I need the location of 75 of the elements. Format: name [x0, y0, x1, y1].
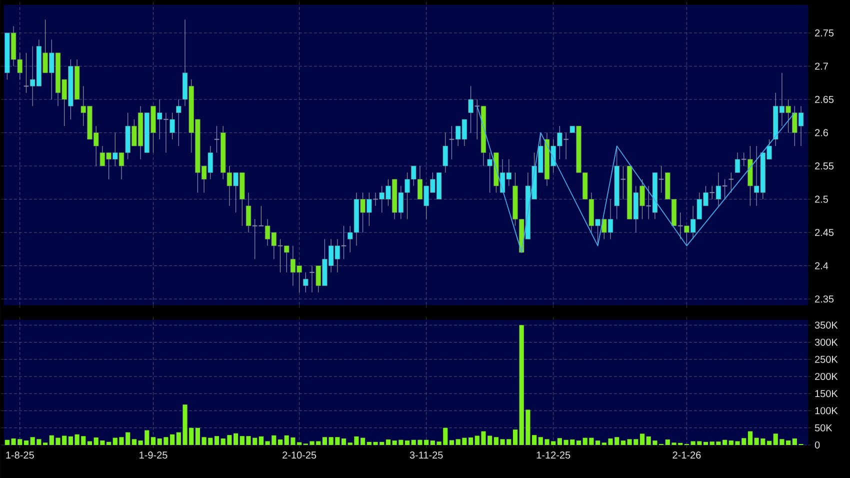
y-tick-label: 100K	[815, 407, 838, 414]
bar	[132, 439, 136, 445]
bar	[341, 438, 346, 445]
bar	[557, 438, 562, 445]
y-tick-label: 0	[814, 441, 820, 449]
y-tick-label: 2.75	[815, 29, 834, 36]
y-tick-label: 2.55	[815, 162, 834, 170]
bar	[106, 442, 112, 445]
candlestick	[563, 132, 569, 160]
candlestick	[646, 186, 652, 220]
y-tick-label: 2.4	[815, 262, 828, 270]
bar	[386, 440, 391, 445]
y-tick-label: 50K	[814, 424, 832, 432]
bar	[722, 440, 728, 445]
bar	[596, 440, 600, 445]
y-tick-label: 150K	[815, 390, 838, 398]
bar	[24, 440, 29, 445]
x-tick-label: 2-10-25	[282, 452, 316, 459]
candlestick	[214, 126, 220, 153]
candlestick	[303, 272, 308, 293]
bar	[322, 437, 328, 445]
bar	[786, 440, 791, 445]
candlestick	[722, 178, 728, 200]
candlestick	[658, 166, 664, 193]
bar	[87, 441, 92, 445]
candlestick	[372, 192, 378, 206]
bar	[468, 437, 474, 445]
y-tick-label: 2.35	[815, 295, 834, 303]
candlestick	[277, 238, 284, 273]
bar	[532, 435, 537, 445]
bar	[195, 428, 200, 445]
bar	[150, 437, 156, 445]
candlestick	[23, 52, 30, 94]
candlestick	[340, 226, 347, 260]
bar	[258, 436, 264, 445]
bar	[640, 434, 645, 445]
bar	[68, 436, 73, 445]
bar	[512, 430, 518, 445]
x-tick-label: 1-12-25	[536, 452, 570, 459]
candlestick	[176, 99, 182, 146]
y-tick-label: 300K	[814, 338, 838, 346]
bar	[766, 440, 772, 445]
bar	[449, 440, 454, 445]
candlestick	[620, 166, 626, 200]
y-tick-label: 350K	[814, 322, 838, 329]
bar	[703, 442, 708, 445]
bar	[170, 434, 175, 445]
candlestick	[448, 126, 455, 160]
y-tick-label: 2.7	[815, 62, 828, 70]
bar	[748, 431, 752, 445]
y-tick-label: 250K	[815, 356, 838, 363]
y-tick-label: 200K	[815, 372, 838, 380]
bar	[404, 440, 410, 445]
y-tick-label: 2.65	[815, 96, 834, 103]
bar	[234, 433, 238, 445]
candlestick	[163, 112, 169, 153]
y-tick-label: 2.6	[815, 129, 828, 136]
bar	[620, 440, 626, 445]
candlestick	[474, 99, 480, 140]
candlestick	[677, 212, 684, 240]
candlestick	[709, 186, 716, 200]
y-tick-label: 2.5	[815, 196, 828, 203]
candlestick	[740, 152, 747, 166]
x-tick-label: 2-1-26	[672, 452, 701, 459]
x-tick-label: 1-9-25	[140, 452, 168, 459]
y-tick-label: 2.45	[815, 228, 834, 236]
candlestick	[728, 172, 734, 193]
bar	[278, 440, 283, 445]
bar	[214, 436, 220, 445]
x-tick-label: 1-8-25	[6, 452, 34, 459]
candlestick	[442, 132, 448, 173]
x-tick-label: 3-11-25	[410, 452, 443, 459]
candlestick	[309, 265, 315, 293]
bar	[576, 440, 582, 445]
bar	[4, 440, 10, 445]
